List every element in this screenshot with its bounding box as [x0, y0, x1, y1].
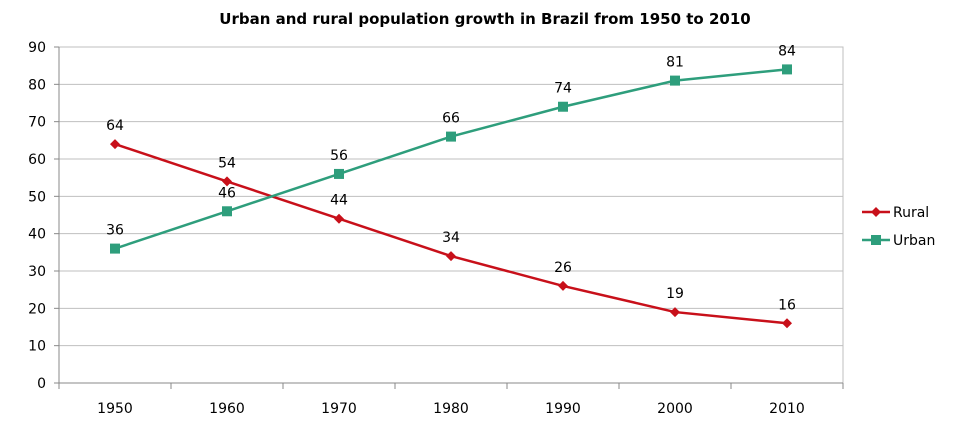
rural-data-label: 19 [666, 286, 684, 302]
y-tick-label: 10 [28, 339, 46, 355]
legend-urban-label: Urban [893, 233, 935, 249]
rural-data-label: 64 [106, 118, 124, 134]
x-tick-label: 1960 [209, 401, 245, 417]
rural-point [334, 213, 344, 224]
urban-data-label: 81 [666, 55, 684, 71]
x-tick-label: 2010 [769, 401, 805, 417]
chart-title: Urban and rural population growth in Bra… [219, 10, 750, 28]
x-tick-label: 1970 [321, 401, 357, 417]
urban-point [558, 101, 568, 112]
y-tick-label: 0 [37, 376, 46, 392]
y-tick-label: 30 [28, 264, 46, 280]
plot-border [58, 46, 844, 384]
rural-point [446, 251, 456, 262]
y-tick-label: 20 [28, 301, 46, 317]
urban-data-label: 56 [330, 148, 348, 164]
rural-data-label: 44 [330, 193, 348, 209]
legend-rural-marker [871, 207, 881, 217]
urban-data-label: 74 [554, 81, 572, 97]
y-tick-label: 60 [28, 152, 46, 168]
urban-point [222, 206, 232, 217]
rural-point [222, 176, 232, 187]
urban-point [670, 75, 680, 86]
y-tick-label: 70 [28, 115, 46, 131]
rural-point [670, 307, 680, 318]
legend-urban-marker [871, 235, 881, 245]
urban-point [334, 168, 344, 179]
legend-rural-label: Rural [893, 205, 929, 221]
urban-data-label: 46 [218, 185, 236, 201]
y-tick-label: 50 [28, 189, 46, 205]
urban-point [446, 131, 456, 142]
urban-point [782, 64, 792, 75]
urban-data-label: 66 [442, 111, 460, 127]
rural-data-label: 26 [554, 260, 572, 276]
rural-data-label: 16 [778, 297, 796, 313]
rural-data-label: 54 [218, 155, 236, 171]
urban-data-label: 36 [106, 223, 124, 239]
y-tick-label: 80 [28, 77, 46, 93]
x-tick-label: 1950 [97, 401, 133, 417]
rural-point [558, 280, 568, 291]
urban-point [110, 243, 120, 254]
y-tick-label: 90 [28, 40, 46, 56]
rural-point [782, 318, 792, 329]
y-tick-label: 40 [28, 227, 46, 243]
x-tick-label: 1980 [433, 401, 469, 417]
x-tick-label: 1990 [545, 401, 581, 417]
urban-data-label: 84 [778, 43, 796, 59]
rural-data-label: 34 [442, 230, 460, 246]
rural-point [110, 139, 120, 150]
x-tick-label: 2000 [657, 401, 693, 417]
